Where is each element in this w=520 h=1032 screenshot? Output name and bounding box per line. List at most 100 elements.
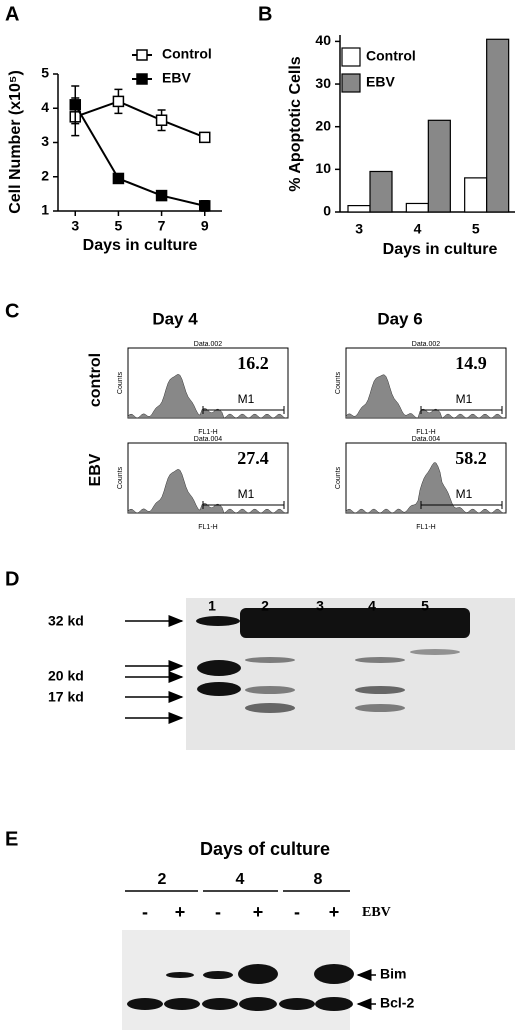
x-axis-label: FL1-H	[198, 524, 217, 531]
band-label: Bcl-2	[380, 995, 414, 1011]
lane-label: 4	[368, 598, 376, 614]
gate	[202, 406, 285, 414]
histogram	[345, 374, 507, 419]
band-label: Bim	[380, 966, 406, 982]
gate	[202, 501, 285, 509]
file-name: Data.002	[194, 341, 223, 348]
y-tick-label: 1	[41, 202, 49, 218]
line	[74, 104, 205, 207]
legend-swatch	[341, 73, 361, 93]
marker	[112, 172, 125, 185]
gate-label: M1	[456, 392, 473, 406]
x-axis-label: Days in culture	[83, 237, 198, 254]
marker	[155, 189, 168, 202]
bar	[464, 177, 488, 213]
gate-value: 16.2	[237, 353, 269, 373]
size-marker: 17 kd	[48, 689, 84, 705]
legend-label: EBV	[366, 74, 395, 90]
legend-label: EBV	[162, 70, 191, 86]
gate	[420, 501, 503, 509]
bar	[369, 170, 393, 213]
treatment-sign: -	[215, 902, 221, 922]
legend-swatch	[341, 47, 361, 67]
blot	[122, 930, 350, 1030]
gate-value: 14.9	[455, 353, 487, 373]
lane-label: 5	[421, 598, 429, 614]
x-tick-label: 4	[414, 221, 422, 237]
x-tick-label: 3	[71, 218, 79, 234]
bar	[486, 38, 510, 213]
y-tick-label: 4	[41, 99, 49, 115]
histogram	[127, 468, 289, 514]
y-tick-label: 5	[41, 65, 49, 81]
marker	[155, 114, 168, 126]
blot-bands	[196, 608, 470, 713]
line	[74, 100, 206, 139]
lane-label: 2	[261, 598, 269, 614]
x-axis-label: FL1-H	[416, 429, 435, 436]
legend-label: Control	[162, 46, 212, 62]
arrows	[125, 615, 184, 724]
x-tick-label: 7	[158, 218, 166, 234]
treatment-sign: +	[175, 902, 186, 922]
treatment-sign: +	[253, 902, 264, 922]
legend-marker	[136, 49, 148, 61]
day-label: 4	[236, 871, 245, 888]
day-label: 8	[314, 871, 323, 888]
x-axis-label: Days in culture	[383, 241, 498, 258]
histogram	[345, 462, 507, 514]
marker	[198, 200, 211, 212]
gate-label: M1	[238, 487, 255, 501]
treatment-sign: -	[142, 902, 148, 922]
day-label: 2	[158, 871, 167, 888]
x-tick-label: 5	[115, 218, 123, 234]
marker	[69, 99, 82, 111]
histogram	[127, 373, 289, 419]
lane-label: 1	[208, 598, 216, 614]
file-name: Data.004	[412, 436, 441, 443]
x-tick-label: 3	[355, 221, 363, 237]
size-marker: 20 kd	[48, 668, 84, 684]
x-axis-label: FL1-H	[416, 524, 435, 531]
y-tick-label: 0	[323, 203, 331, 219]
y-axis-label: % Apoptotic Cells	[287, 56, 304, 192]
y-axis-label: Counts	[335, 371, 342, 394]
panel-letter: C	[5, 300, 19, 322]
treatment-sign: -	[294, 902, 300, 922]
y-axis-label: Cell Number (x10⁵)	[7, 70, 24, 214]
bar	[347, 205, 371, 213]
title: Days of culture	[200, 839, 330, 859]
row-label: EBV	[87, 453, 104, 486]
y-axis-label: Counts	[117, 371, 124, 394]
x-axis-label: FL1-H	[198, 429, 217, 436]
y-axis-label: Counts	[117, 466, 124, 489]
marker	[198, 131, 211, 144]
row-label: control	[87, 353, 104, 407]
column-label: Day 4	[152, 309, 198, 328]
y-tick-label: 10	[315, 160, 331, 176]
file-name: Data.002	[412, 341, 441, 348]
y-tick-label: 2	[41, 167, 49, 183]
gate	[420, 406, 503, 414]
panel-letter: E	[5, 828, 18, 850]
size-marker: 32 kd	[48, 613, 84, 629]
gate-value: 58.2	[455, 448, 487, 468]
legend-marker	[136, 73, 148, 85]
x-tick-label: 9	[201, 218, 209, 234]
bar	[427, 119, 451, 213]
legend-label: Control	[366, 48, 416, 64]
y-tick-label: 20	[315, 117, 331, 133]
panel-letter: A	[5, 3, 19, 25]
file-name: Data.004	[194, 436, 223, 443]
histograms: M1 16.2 Data.002 FL1-H Counts M1 14.9 Data.002 F…	[117, 341, 507, 531]
lane-label: 3	[316, 598, 324, 614]
column-label: Day 6	[377, 309, 422, 328]
gate-label: M1	[238, 392, 255, 406]
marker	[112, 95, 125, 108]
gate-value: 27.4	[237, 448, 269, 468]
gate-label: M1	[456, 487, 473, 501]
treatment-sign: +	[329, 902, 340, 922]
y-tick-label: 40	[315, 32, 331, 48]
